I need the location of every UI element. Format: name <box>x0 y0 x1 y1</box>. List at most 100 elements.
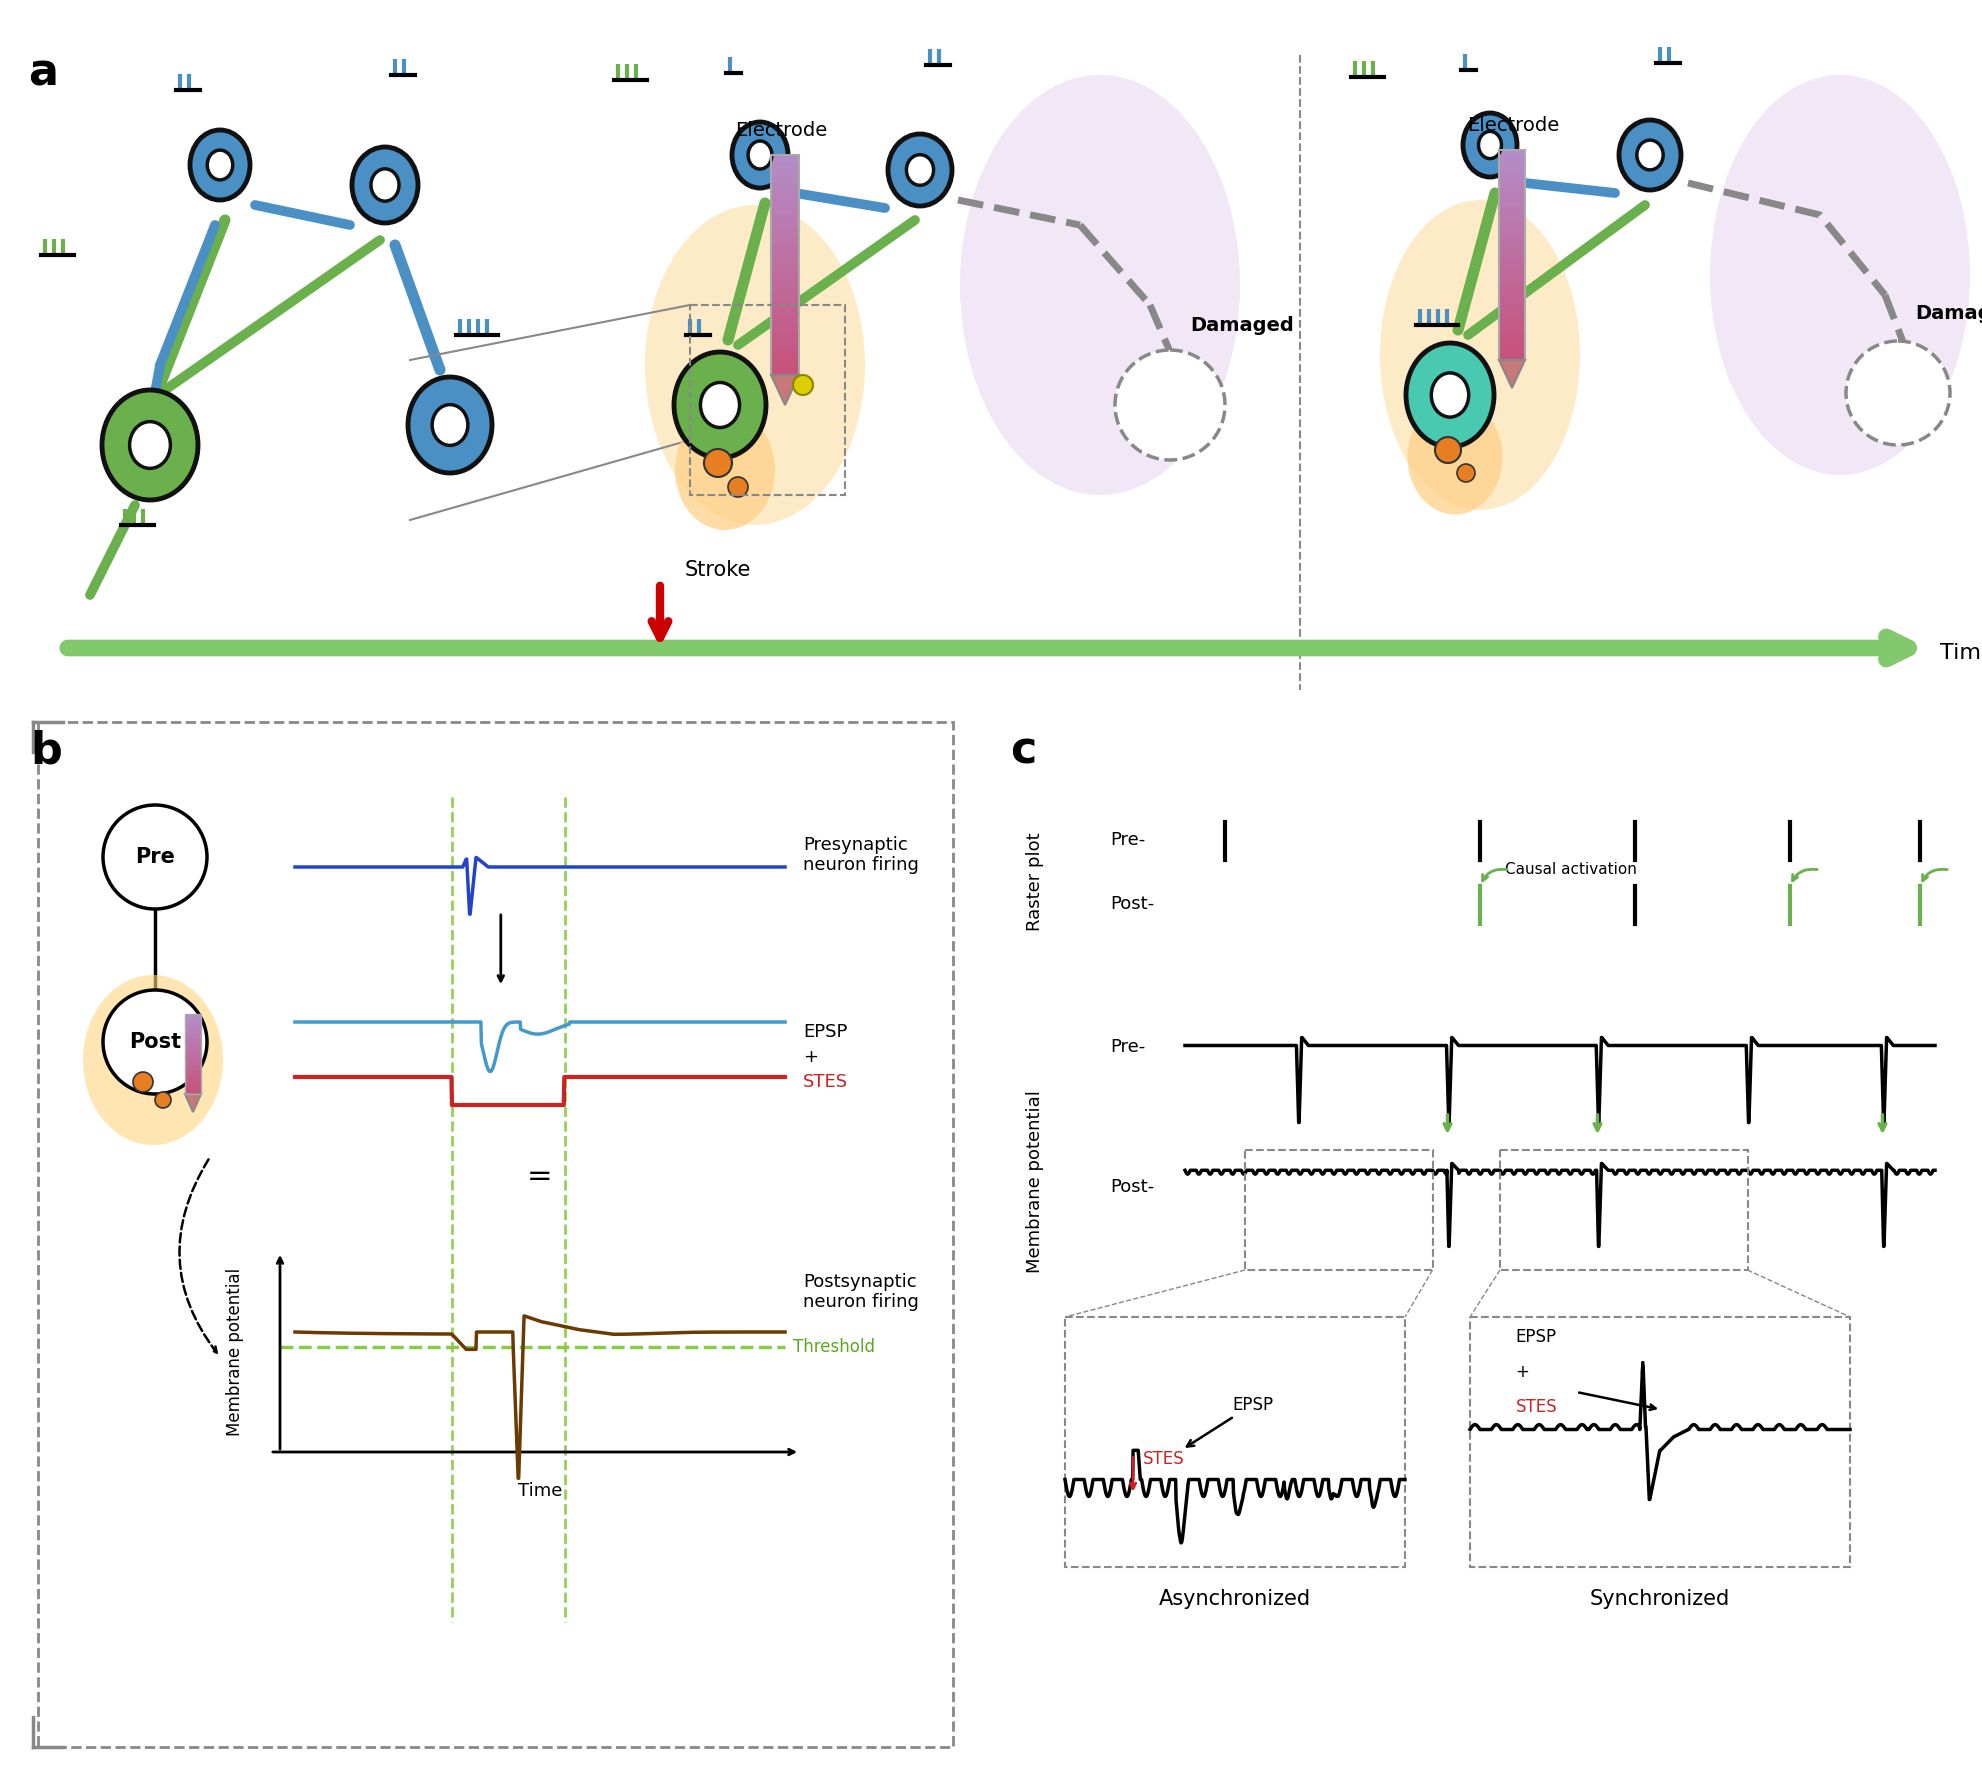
Bar <box>1498 318 1524 327</box>
Bar <box>1498 282 1524 291</box>
Bar <box>184 1031 200 1036</box>
Text: Time: Time <box>517 1482 563 1500</box>
Text: Postsynaptic
neuron firing: Postsynaptic neuron firing <box>803 1273 918 1311</box>
Bar <box>184 1086 200 1091</box>
Text: Pre: Pre <box>135 847 174 866</box>
Bar <box>771 309 799 318</box>
Text: +: + <box>803 1048 819 1066</box>
Circle shape <box>793 375 813 395</box>
Bar <box>1498 198 1524 207</box>
Bar <box>771 280 799 288</box>
Bar <box>771 163 799 171</box>
Bar <box>1498 346 1524 354</box>
Bar <box>184 1034 200 1039</box>
Bar <box>1498 164 1524 171</box>
Bar <box>184 1057 200 1063</box>
Text: =: = <box>527 1163 553 1191</box>
Polygon shape <box>184 1095 200 1113</box>
Ellipse shape <box>371 170 398 202</box>
Bar <box>1498 157 1524 164</box>
Text: Electrode: Electrode <box>735 121 826 139</box>
Ellipse shape <box>1379 200 1580 511</box>
Bar <box>1498 150 1524 361</box>
Text: Presynaptic
neuron firing: Presynaptic neuron firing <box>803 836 918 875</box>
Text: Membrane potential: Membrane potential <box>226 1268 244 1436</box>
Ellipse shape <box>1407 400 1502 514</box>
Bar <box>184 1022 200 1027</box>
Text: Pre-: Pre- <box>1110 830 1146 848</box>
Bar <box>1064 1316 1405 1566</box>
Bar <box>1498 213 1524 221</box>
Text: Electrode: Electrode <box>1467 116 1558 136</box>
Text: Post-: Post- <box>1110 1179 1154 1197</box>
Text: Stroke: Stroke <box>684 561 751 580</box>
Bar <box>771 191 799 200</box>
Bar <box>771 295 799 302</box>
Ellipse shape <box>644 205 864 525</box>
Ellipse shape <box>101 389 198 500</box>
Bar <box>771 177 799 186</box>
Text: Pre-: Pre- <box>1110 1038 1146 1056</box>
Bar <box>1498 205 1524 214</box>
Bar <box>771 257 799 266</box>
Bar <box>1498 241 1524 248</box>
Ellipse shape <box>129 421 170 468</box>
Ellipse shape <box>1479 132 1500 159</box>
Ellipse shape <box>906 155 934 186</box>
Bar <box>771 214 799 221</box>
Bar <box>771 368 799 377</box>
Text: EPSP: EPSP <box>1514 1329 1556 1347</box>
Bar <box>184 1014 200 1095</box>
Polygon shape <box>1498 361 1524 388</box>
Ellipse shape <box>700 382 739 427</box>
Bar <box>771 264 799 273</box>
Ellipse shape <box>408 377 492 473</box>
Text: Post: Post <box>129 1032 180 1052</box>
Circle shape <box>1435 438 1461 463</box>
Circle shape <box>103 805 206 909</box>
Ellipse shape <box>353 146 418 223</box>
Bar <box>771 346 799 354</box>
Bar <box>771 354 799 361</box>
Circle shape <box>727 477 747 497</box>
Bar <box>184 1066 200 1072</box>
Text: Damaged: Damaged <box>1189 316 1292 336</box>
Bar <box>771 155 799 375</box>
Bar <box>1498 227 1524 236</box>
Bar <box>1469 1316 1849 1566</box>
Bar <box>690 305 844 495</box>
Bar <box>771 236 799 245</box>
Bar <box>771 338 799 346</box>
Ellipse shape <box>888 134 951 205</box>
Bar <box>184 1063 200 1066</box>
Ellipse shape <box>208 150 232 180</box>
Text: c: c <box>1009 730 1037 773</box>
Bar <box>771 155 799 163</box>
Ellipse shape <box>190 130 250 200</box>
Bar <box>38 722 953 1747</box>
Bar <box>771 221 799 229</box>
Bar <box>1498 234 1524 241</box>
Text: Time line: Time line <box>1938 643 1982 663</box>
Bar <box>1498 248 1524 255</box>
Ellipse shape <box>1431 373 1469 418</box>
Text: STES: STES <box>803 1073 848 1091</box>
Bar <box>184 1041 200 1047</box>
Bar <box>1498 171 1524 179</box>
Bar <box>184 1079 200 1082</box>
Bar <box>1498 1150 1746 1270</box>
Bar <box>1245 1150 1431 1270</box>
Bar <box>771 184 799 193</box>
Ellipse shape <box>1463 113 1516 177</box>
Ellipse shape <box>959 75 1239 495</box>
Text: EPSP: EPSP <box>1187 1395 1272 1447</box>
Bar <box>1498 220 1524 229</box>
Text: Damaged: Damaged <box>1915 304 1982 323</box>
Bar <box>1498 332 1524 339</box>
Ellipse shape <box>731 121 787 188</box>
Bar <box>1498 311 1524 320</box>
Text: Threshold: Threshold <box>793 1338 874 1356</box>
Bar <box>184 1038 200 1043</box>
Bar <box>184 1018 200 1023</box>
Bar <box>771 207 799 214</box>
